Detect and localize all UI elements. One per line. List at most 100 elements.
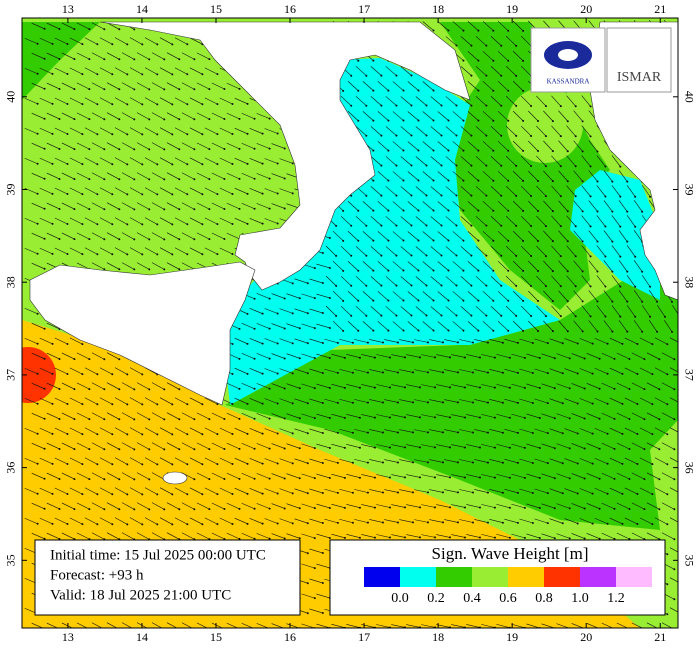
wave-arrow-head [231,162,234,165]
wave-arrow [444,369,459,373]
wave-arrow [159,187,173,195]
wave-arrow-head [186,463,189,466]
wave-arrow [39,487,53,495]
wave-arrow [144,247,158,255]
lon-label: 21 [654,2,666,16]
wave-arrow [551,305,562,317]
wave-arrow [437,111,449,121]
wave-arrow [376,384,391,388]
wave-arrow-head [81,133,84,136]
wave-arrow-head [358,386,361,389]
wave-arrow-head [666,493,669,496]
wave-arrow-head [268,507,271,510]
wave-arrow-head [433,476,436,479]
wave-arrow [586,533,600,539]
wave-arrow-head [448,416,451,419]
wave-arrow-head [500,254,503,257]
wave-arrow [414,399,429,403]
wave-arrow-head [576,402,579,405]
wave-arrow-head [403,356,406,359]
wave-arrow [444,519,459,523]
lon-label: 15 [210,630,222,644]
wave-arrow-head [73,388,76,391]
wave-arrow-head [634,315,637,318]
wave-arrow [460,246,472,256]
wave-arrow-head [111,193,114,196]
color-swatch [400,567,436,587]
wave-arrow [430,306,442,316]
wave-arrow-head [156,223,159,226]
wave-arrow-head [426,341,429,344]
wave-arrow [340,305,352,317]
wave-arrow-head [641,270,644,273]
wave-arrow-head [641,300,644,303]
wave-arrow [294,398,308,404]
wave-arrow [460,36,472,46]
wave-arrow [24,157,38,165]
wave-arrow-head [43,537,46,540]
wave-arrow [226,532,240,540]
wave-arrow [669,577,678,583]
wave-arrow [324,398,338,404]
wave-arrow [376,624,391,628]
wave-arrow [519,488,533,494]
wave-arrow-head [402,179,405,182]
wave-arrow [481,624,496,628]
wave-arrow-head [342,269,345,272]
wave-arrow [460,66,472,76]
wave-arrow [520,215,532,227]
legend-label: 0.2 [427,591,445,606]
wave-arrow-head [537,120,540,123]
wave-arrow [226,382,240,390]
wave-arrow [437,261,449,271]
wave-arrow [136,262,150,270]
wave-arrow-head [126,193,129,196]
wave-arrow-head [178,448,181,451]
wave-arrow [504,518,518,524]
wave-arrow-head [591,402,594,405]
wave-arrow-head [673,628,675,630]
wave-arrow [505,155,517,167]
wave-arrow-head [658,418,661,421]
wave-arrow-head [604,165,607,168]
wave-arrow [646,622,658,628]
wave-arrow-head [66,373,69,376]
wave-arrow [639,337,653,345]
wave-arrow [611,275,621,287]
lat-label: 36 [4,462,18,474]
wave-arrow [571,533,585,539]
wave-arrow-head [96,253,99,256]
wave-arrow [596,305,606,317]
wave-arrow [264,128,278,134]
wave-arrow [301,563,315,569]
wave-arrow-head [342,89,345,92]
wave-arrow-head [598,447,601,450]
wave-arrow-head [387,149,390,152]
wave-arrow [166,532,180,540]
wave-arrow [384,339,399,343]
wave-arrow [445,96,457,106]
wave-arrow-head [455,314,458,317]
wave-arrow [654,427,668,435]
wave-arrow [497,200,509,212]
wave-arrow-head [118,28,121,31]
wave-arrow-head [456,341,459,344]
wave-arrow [301,413,315,419]
wave-arrow-head [486,521,489,524]
wave-arrow [54,427,68,435]
wave-arrow-head [516,401,519,404]
wave-arrow-head [604,315,607,318]
wave-arrow-head [666,613,669,616]
wave-arrow-head [306,462,309,465]
wave-arrow-head [493,536,496,539]
wave-arrow-head [103,628,105,630]
wave-arrow [159,37,173,45]
wave-arrow [219,187,233,195]
wave-arrow [528,200,539,212]
wave-arrow [474,459,489,463]
wave-arrow-head [388,446,391,449]
wave-arrow-head [73,28,76,31]
wave-arrow-head [148,148,151,151]
wave-arrow [624,457,638,465]
wave-arrow-head [73,208,76,211]
